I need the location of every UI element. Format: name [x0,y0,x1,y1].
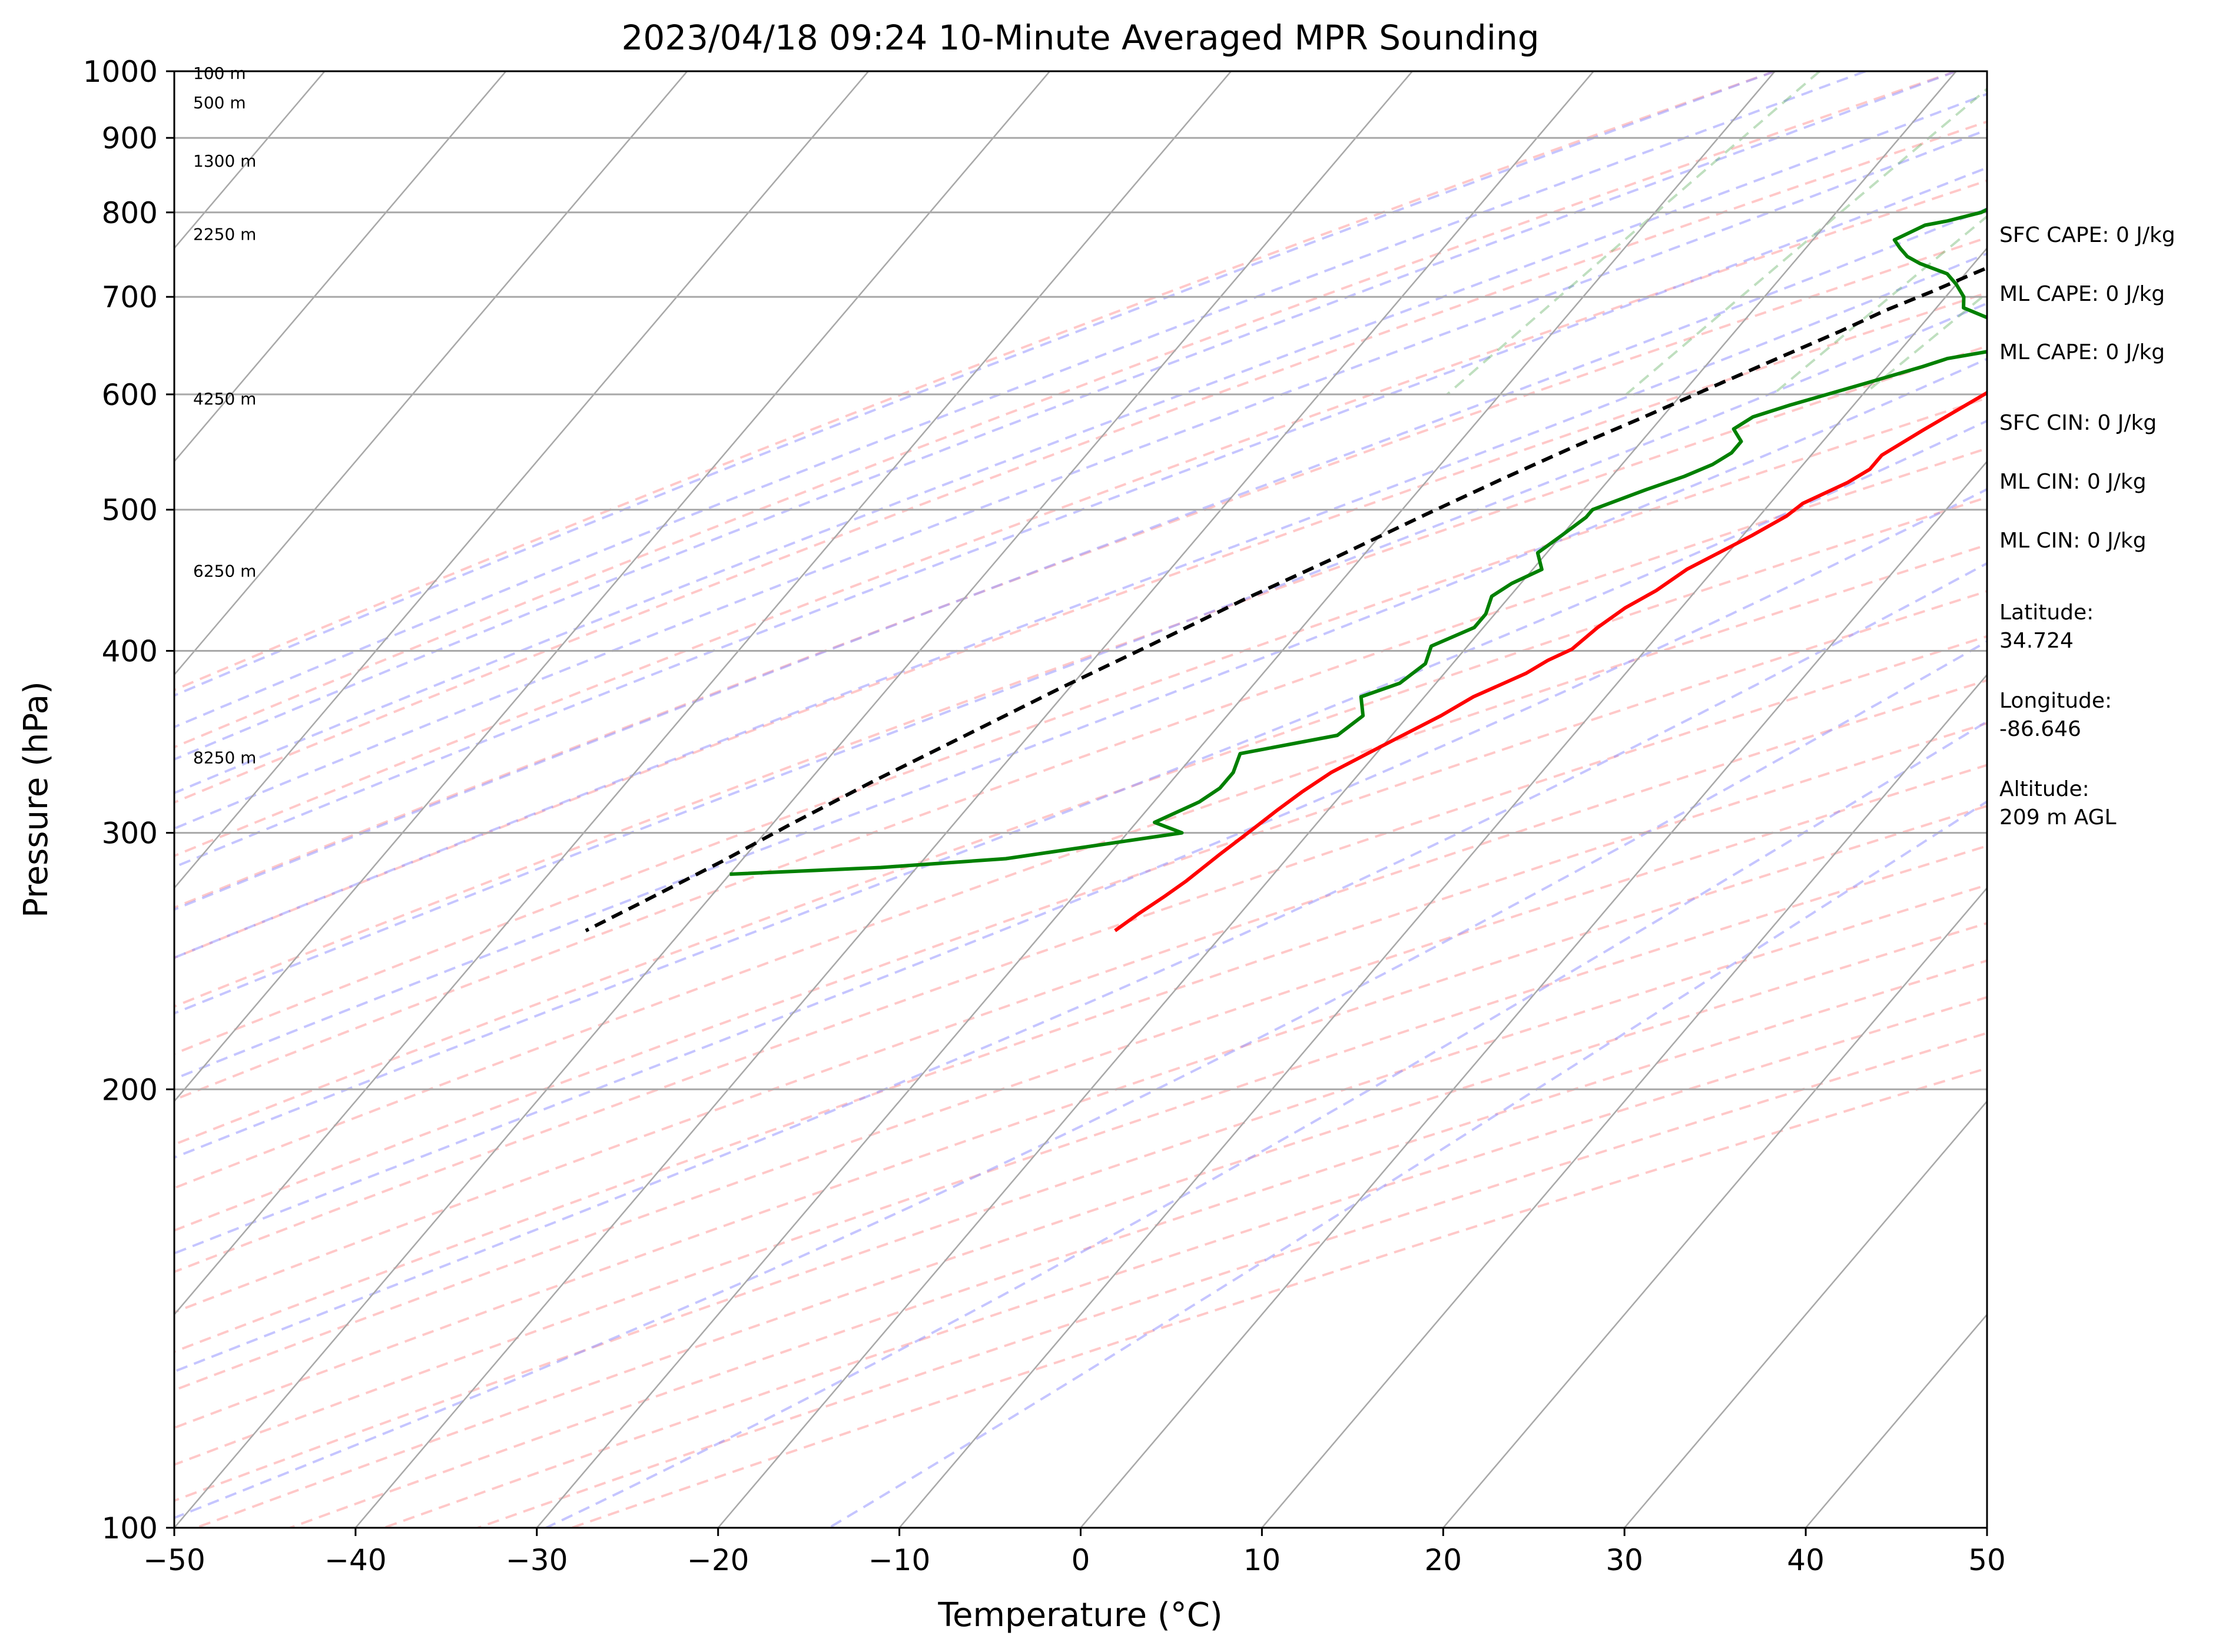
isotherm [1080,460,1987,1528]
moist-adiabat [174,487,1987,1255]
isotherm [174,71,688,676]
sounding-index-text: Altitude: [1999,777,2089,801]
isotherm [354,71,1594,1528]
x-tick-label: −40 [324,1543,387,1577]
sounding-indices: SFC CAPE: 0 J/kg ML CAPE: 0 J/kg ML CAPE: … [1999,223,2175,830]
y-tick-label: 400 [102,635,158,669]
sounding-index-text: 34.724 [1999,629,2074,653]
mixing-ratio-line [1625,87,1987,396]
height-label: 6250 m [193,561,256,580]
sounding-index-text: SFC CAPE: 0 J/kg [1999,223,2175,247]
isotherm [1624,1100,1987,1528]
mixing-ratio-line [1863,291,1987,396]
y-tick-label: 900 [102,121,158,155]
x-tick-label: 20 [1424,1543,1462,1577]
sounding-index-text: ML CAPE: 0 J/kg [1999,282,2165,306]
x-tick-label: −10 [868,1543,931,1577]
y-tick-label: 500 [102,493,158,528]
moist-adiabat [174,128,1987,830]
sounding-index-text: 209 m AGL [1999,805,2117,830]
x-tick-label: −30 [506,1543,568,1577]
x-tick-label: 0 [1072,1543,1090,1577]
x-tick-label: −20 [687,1543,749,1577]
dry-adiabat [174,120,1987,804]
isotherm [536,71,1776,1528]
dry-adiabat [174,291,1987,960]
dry-adiabat [174,396,1987,1055]
isotherm [174,71,1051,1103]
dry-adiabat [174,71,1957,749]
x-tick-label: 50 [1968,1543,2006,1577]
dry-adiabat [174,71,1776,692]
isotherm [174,71,1413,1528]
moist-adiabat [545,720,1987,1528]
dewpoint-line [729,207,1987,876]
height-label: 500 m [193,93,246,112]
sounding-index-text: SFC CIN: 0 J/kg [1999,411,2157,435]
background-lines [174,71,1987,1528]
x-tick-label: 40 [1787,1543,1825,1577]
x-axis-label: Temperature (°C) [937,1596,1222,1634]
moist-adiabat [174,640,1987,1520]
y-tick-label: 300 [102,817,158,851]
moist-adiabat [174,302,1987,1015]
sounding-index-text: ML CIN: 0 J/kg [1999,529,2147,553]
y-axis-label: Pressure (hPa) [17,681,55,918]
isotherm [898,247,1987,1528]
moist-adiabat [174,357,1987,1080]
height-label: 2250 m [193,225,256,244]
y-tick-label: 700 [102,280,158,314]
height-labels: 8250 m 6250 m 4250 m 2250 m 1300 m 500 m 100 m [193,64,256,767]
height-label: 8250 m [193,748,256,767]
isotherm [717,71,1957,1528]
parcel-path [585,266,1987,933]
y-tick-label: 200 [102,1073,158,1107]
y-tick-label: 600 [102,378,158,412]
y-tick-label: 800 [102,196,158,230]
sounding-index-text: Longitude: [1999,689,2112,713]
isotherm [1261,674,1987,1528]
height-label: 4250 m [193,389,256,409]
x-tick-label: 10 [1243,1543,1281,1577]
isotherm [174,71,507,463]
dry-adiabat [174,236,1987,909]
height-label: 1300 m [193,151,256,171]
x-tick-label: −50 [143,1543,205,1577]
moist-adiabat [174,252,1987,959]
moist-adiabat [174,71,1866,729]
axis-ticks: −50 −40 −30 −20 −10 0 10 20 30 40 50 100 200 300 400 50… [83,55,2006,1577]
moist-adiabat [174,419,1987,1159]
height-label: 100 m [193,64,246,83]
temperature-line [1114,390,1987,933]
isotherm [174,71,1232,1316]
sounding-index-text: ML CIN: 0 J/kg [1999,470,2147,494]
sounding-series [585,207,1987,933]
sounding-index-text: ML CAPE: 0 J/kg [1999,340,2165,364]
chart-title: 2023/04/18 09:24 10-Minute Averaged MPR … [621,18,1539,58]
sounding-index-text: -86.646 [1999,717,2081,741]
moist-adiabat [174,166,1987,868]
y-tick-label: 100 [102,1511,158,1545]
isotherm [1442,887,1987,1528]
x-tick-label: 30 [1606,1543,1643,1577]
moist-adiabat [174,71,1957,761]
mixing-ratio-line [1772,215,1987,396]
isotherm [174,71,870,890]
sounding-index-text: Latitude: [1999,601,2094,625]
moist-adiabat [174,92,1987,795]
y-tick-label: 1000 [83,55,158,89]
